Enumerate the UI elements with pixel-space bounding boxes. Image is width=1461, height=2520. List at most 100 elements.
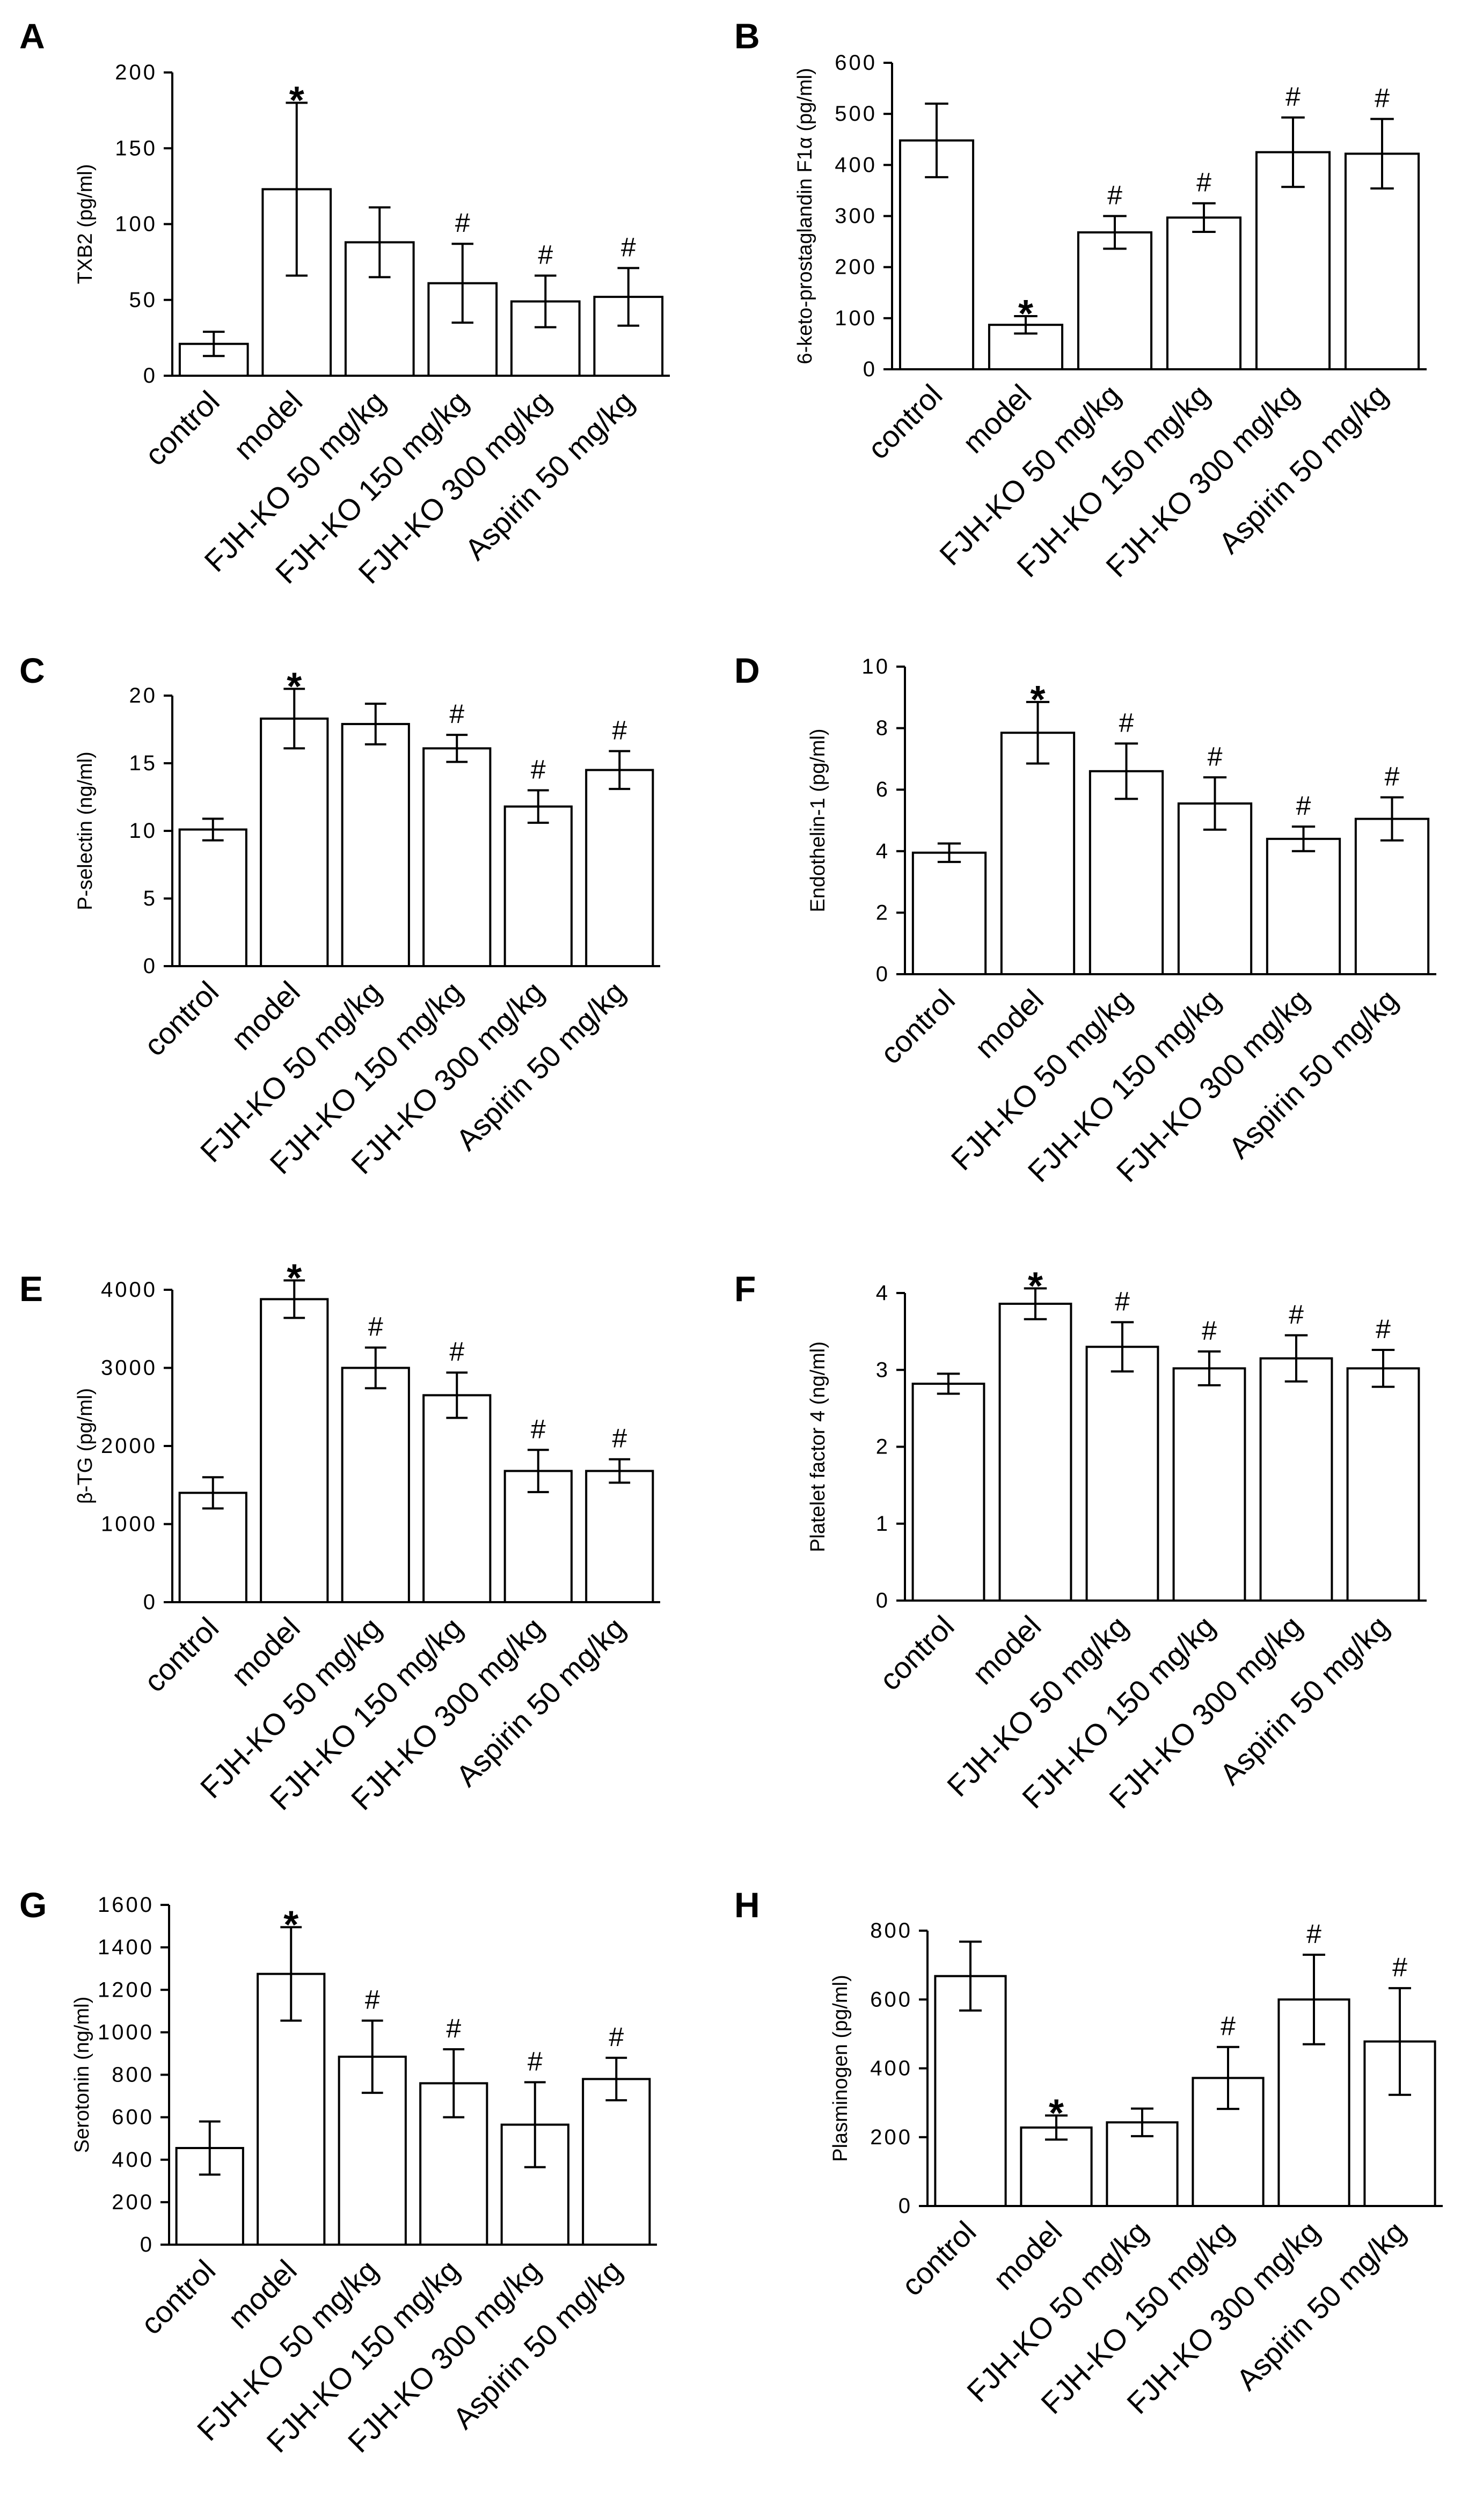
panel-g-significance-mark-5: #: [528, 2046, 543, 2076]
panel-a-y-axis-label: TXB2 (pg/ml): [74, 164, 97, 284]
panel-c-category-label-1: control: [137, 975, 225, 1062]
panel-c-letter: C: [19, 651, 45, 690]
panel-b-ytick-label-3: 300: [835, 204, 877, 228]
panel-f-category-label-2: model: [966, 1609, 1047, 1691]
panel-d-bar-6: [1354, 817, 1430, 975]
panel-a-letter: A: [19, 16, 45, 56]
panel-f-bar-3: [1085, 1346, 1159, 1602]
panel-d-y-axis-label: Endothelin-1 (pg/ml): [807, 728, 829, 912]
panel-f-bar-2: [998, 1303, 1072, 1602]
panel-f-significance-mark-2: *: [1028, 1265, 1043, 1308]
panel-d-bar-3: [1089, 770, 1164, 975]
panel-e-bar-2: [260, 1298, 329, 1603]
panel-d-ytick-label-0: 0: [876, 962, 890, 986]
panel-f-ytick-label-3: 3: [876, 1358, 890, 1382]
panel-f-significance-mark-6: #: [1376, 1314, 1391, 1344]
panel-e-bar-4: [422, 1394, 492, 1604]
panel-d-significance-mark-4: #: [1208, 741, 1223, 771]
panel-e-bar-6: [585, 1470, 654, 1604]
panel-d-ytick-label-1: 2: [876, 901, 890, 924]
panel-b-ytick-label-1: 100: [835, 306, 877, 330]
panel-g-ytick-label-4: 800: [112, 2063, 154, 2087]
panel-c-bar-5: [503, 805, 573, 967]
panel-g-ytick-label-3: 600: [112, 2106, 154, 2129]
panel-d-ytick-label-5: 10: [862, 655, 890, 678]
panel-h-category-label-2: model: [987, 2215, 1068, 2296]
panel-b-significance-mark-3: #: [1107, 180, 1122, 210]
panel-g-bar-6: [582, 2078, 651, 2246]
panel-c-bar-3: [341, 722, 410, 968]
panel-g-significance-mark-6: #: [609, 2022, 624, 2052]
panel-b-category-label-6: Aspirin 50 mg/kg: [1212, 378, 1394, 560]
panel-c-significance-mark-5: #: [531, 754, 546, 784]
panel-b-category-label-2: model: [956, 378, 1038, 459]
panel-d-bar-2: [1000, 732, 1076, 975]
panel-c-significance-mark-4: #: [449, 699, 464, 729]
panel-h-significance-mark-5: #: [1306, 1919, 1321, 1949]
panel-a-ytick-label-0: 0: [143, 364, 157, 388]
panel-e-significance-mark-5: #: [531, 1414, 546, 1444]
panel-g-ytick-label-0: 0: [140, 2233, 154, 2256]
panel-b-bar-4: [1166, 216, 1242, 370]
panel-h-y-axis-label: Plasminogen (pg/ml): [829, 1975, 852, 2161]
panel-e-ytick-label-4: 4000: [101, 1278, 157, 1302]
panel-b-bar-1: [898, 139, 975, 370]
panel-e-significance-mark-2: *: [287, 1257, 302, 1300]
panel-c-bar-4: [422, 747, 492, 968]
panel-c-ytick-label-3: 15: [129, 751, 158, 775]
panel-a-category-label-1: control: [138, 384, 225, 472]
panel-a-category-label-2: model: [227, 384, 309, 466]
panel-c-bar-2: [260, 717, 329, 967]
panel-c-ytick-label-2: 10: [129, 819, 158, 843]
panel-g-y-axis-label: Serotonin (ng/ml): [71, 1997, 93, 2153]
panel-d-bar-1: [911, 851, 987, 976]
panel-b-significance-mark-4: #: [1196, 167, 1211, 198]
panel-a-significance-mark-4: #: [455, 208, 470, 238]
panel-b-significance-mark-6: #: [1375, 83, 1390, 113]
panel-f-significance-mark-5: #: [1289, 1299, 1304, 1330]
panel-b-y-axis-label: 6-keto-prostaglandin F1α (pg/ml): [794, 68, 816, 364]
panel-b-category-label-1: control: [861, 378, 948, 465]
panel-f-significance-mark-3: #: [1115, 1286, 1130, 1316]
panel-c-bar-6: [585, 769, 654, 967]
panel-g-significance-mark-3: #: [365, 1985, 380, 2015]
panel-d-bar-4: [1177, 802, 1253, 975]
panel-g-ytick-label-2: 400: [112, 2148, 154, 2172]
panel-f-ytick-label-2: 2: [876, 1435, 890, 1459]
panel-d-significance-mark-6: #: [1385, 762, 1400, 792]
panel-d-ytick-label-3: 6: [876, 778, 890, 801]
panel-e-y-axis-label: β-TG (pg/ml): [74, 1388, 97, 1504]
panel-g-ytick-label-8: 1600: [98, 1893, 154, 1917]
panel-g-significance-mark-4: #: [446, 2013, 461, 2043]
panel-d-significance-mark-3: #: [1119, 707, 1134, 737]
panel-g-significance-mark-2: *: [283, 1904, 298, 1947]
panel-h-ytick-label-1: 200: [870, 2125, 912, 2149]
panel-e-significance-mark-6: #: [612, 1423, 627, 1453]
panel-b-significance-mark-5: #: [1285, 82, 1301, 112]
panel-f-significance-mark-4: #: [1202, 1316, 1217, 1346]
panel-g-ytick-label-5: 1000: [98, 2020, 154, 2044]
panel-g-ytick-label-7: 1400: [98, 1935, 154, 1959]
panel-d-significance-mark-5: #: [1296, 791, 1311, 821]
panel-d-letter: D: [734, 651, 760, 690]
panel-e-ytick-label-1: 1000: [101, 1513, 157, 1536]
panel-a-ytick-label-3: 150: [115, 136, 157, 160]
panel-e-ytick-label-0: 0: [143, 1590, 157, 1614]
panel-c-ytick-label-4: 20: [129, 684, 158, 707]
panel-f-bar-4: [1172, 1367, 1246, 1602]
panel-b-ytick-label-5: 500: [835, 102, 877, 126]
panel-h-ytick-label-0: 0: [898, 2194, 912, 2218]
panel-g-category-label-1: control: [134, 2253, 222, 2341]
panel-c-significance-mark-2: *: [287, 665, 302, 708]
panel-f-ytick-label-1: 1: [876, 1512, 890, 1536]
panel-f-y-axis-label: Platelet factor 4 (ng/ml): [807, 1341, 829, 1552]
panel-e-bar-3: [341, 1367, 410, 1603]
panel-d-category-label-2: model: [968, 983, 1050, 1064]
panel-c-bar-1: [178, 828, 247, 967]
panel-f-ytick-label-4: 4: [876, 1281, 890, 1305]
panel-f-letter: F: [734, 1269, 756, 1309]
panel-g-ytick-label-1: 200: [112, 2190, 154, 2214]
panel-b-ytick-label-0: 0: [863, 357, 877, 381]
panel-b-bar-3: [1077, 231, 1153, 370]
